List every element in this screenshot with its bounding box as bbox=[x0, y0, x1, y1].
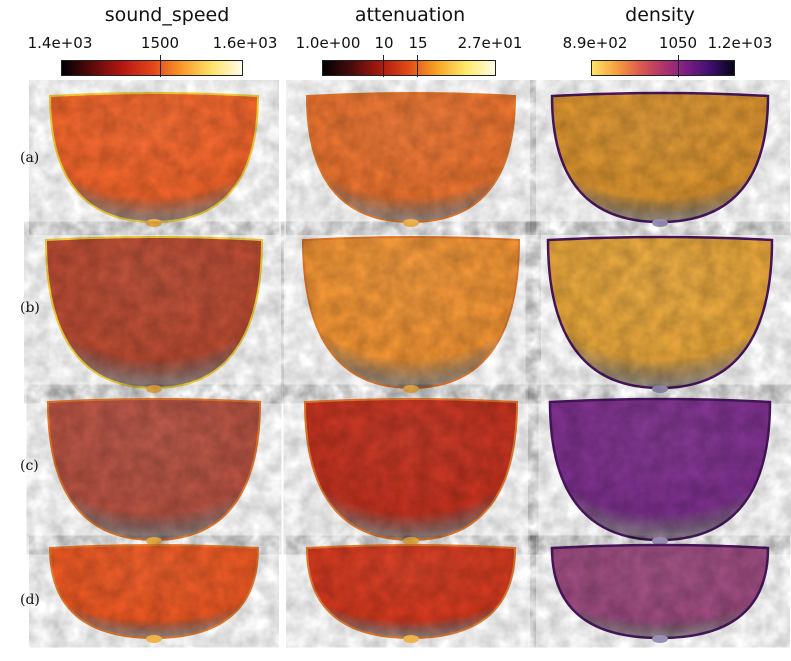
hemisphere-texture bbox=[50, 545, 258, 638]
hemisphere-texture bbox=[552, 93, 768, 222]
transducer-port bbox=[146, 219, 162, 227]
colorbar-min-label-density: 8.9e+02 bbox=[562, 34, 628, 52]
colorbar-density bbox=[591, 55, 735, 77]
colorbar-mid-label-attenuation-10: 10 bbox=[374, 34, 394, 52]
colorbar-max-label-sound-speed: 1.6e+03 bbox=[212, 34, 278, 52]
row-label-d: (d) bbox=[20, 592, 40, 608]
transducer-port bbox=[652, 537, 668, 545]
transducer-port bbox=[146, 635, 162, 643]
hemisphere-texture bbox=[548, 237, 772, 388]
hemisphere-texture bbox=[303, 237, 519, 388]
volume-render-row-1-col-1 bbox=[48, 92, 260, 227]
transducer-port bbox=[403, 385, 419, 393]
volume-render-row-4-col-1 bbox=[48, 544, 260, 643]
transducer-port bbox=[403, 219, 419, 227]
colorbar-max-label-attenuation: 2.7e+01 bbox=[457, 34, 523, 52]
volume-render-row-2-col-1 bbox=[44, 236, 264, 393]
colorbar-tick-density-1050 bbox=[678, 55, 679, 77]
transducer-port bbox=[146, 537, 162, 545]
volume-render-row-2-col-2 bbox=[301, 236, 521, 393]
colorbar-title-attenuation: attenuation bbox=[354, 4, 466, 26]
volume-render-row-4-col-2 bbox=[305, 544, 517, 643]
colorbar-tick-attenuation-15 bbox=[417, 55, 418, 77]
transducer-port bbox=[403, 537, 419, 545]
colorbar-mid-label-sound-speed: 1500 bbox=[140, 34, 180, 52]
transducer-port bbox=[652, 635, 668, 643]
hemisphere-texture bbox=[307, 545, 515, 638]
volume-render-row-2-col-3 bbox=[546, 235, 774, 393]
transducer-port bbox=[403, 635, 419, 643]
colorbar-min-label-sound-speed: 1.4e+03 bbox=[27, 34, 93, 52]
hemisphere-texture bbox=[305, 399, 517, 540]
colorbar-tick-attenuation-10 bbox=[383, 55, 384, 77]
colorbar-mid-label-attenuation-15: 15 bbox=[408, 34, 428, 52]
hemisphere-texture bbox=[552, 545, 768, 638]
volume-render-row-4-col-3 bbox=[550, 543, 770, 643]
hemisphere-texture bbox=[46, 237, 262, 388]
row-label-a: (a) bbox=[20, 150, 40, 166]
transducer-port bbox=[652, 219, 668, 227]
colorbar-mid-label-density: 1050 bbox=[658, 34, 698, 52]
hemisphere-texture bbox=[48, 399, 260, 540]
transducer-port bbox=[652, 385, 668, 393]
transducer-port bbox=[146, 385, 162, 393]
row-label-b: (b) bbox=[20, 300, 40, 316]
volume-render-row-3-col-3 bbox=[548, 397, 772, 545]
colorbar-attenuation bbox=[322, 55, 496, 77]
colorbar-title-sound-speed: sound_speed bbox=[104, 4, 230, 26]
hemisphere-texture bbox=[307, 93, 515, 222]
hemisphere-texture bbox=[550, 399, 770, 540]
colorbar-min-label-attenuation: 1.0e+00 bbox=[295, 34, 361, 52]
volume-render-row-3-col-2 bbox=[303, 398, 519, 545]
volume-render-row-3-col-1 bbox=[46, 398, 262, 545]
row-label-c: (c) bbox=[20, 458, 39, 474]
colorbar-sound-speed bbox=[61, 55, 243, 77]
hemisphere-texture bbox=[50, 93, 258, 222]
colorbar-tick-sound-speed-1500 bbox=[160, 55, 161, 77]
volume-render-row-1-col-2 bbox=[305, 92, 517, 227]
colorbar-title-density: density bbox=[625, 4, 695, 26]
colorbar-max-label-density: 1.2e+03 bbox=[707, 34, 773, 52]
volume-render-row-1-col-3 bbox=[550, 91, 770, 227]
